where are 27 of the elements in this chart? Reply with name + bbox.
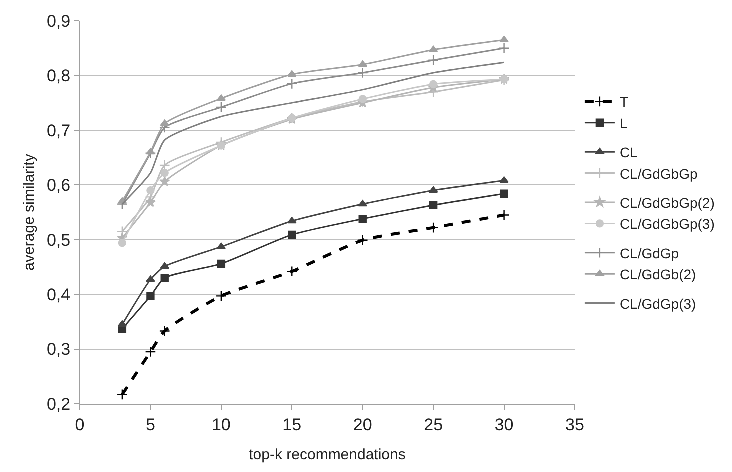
y-tick-label: 0,6 xyxy=(46,176,71,196)
legend-label: T xyxy=(620,94,629,110)
x-tick-label: 20 xyxy=(353,415,372,434)
y-tick-label: 0,8 xyxy=(46,66,71,86)
x-tick-label: 0 xyxy=(75,415,85,434)
x-tick-label: 35 xyxy=(566,415,584,434)
y-tick-label: 0,4 xyxy=(46,286,71,305)
y-tick-label: 0,3 xyxy=(46,340,71,360)
legend-label: CL/GdGbGp(3) xyxy=(620,216,715,232)
y-tick-label: 0,9 xyxy=(46,12,71,31)
y-axis-title: average similarity xyxy=(21,154,38,271)
x-tick-label: 15 xyxy=(282,415,302,434)
x-tick-label: 30 xyxy=(494,415,514,434)
y-tick-label: 0,7 xyxy=(46,121,71,140)
y-tick-label: 0,2 xyxy=(46,394,71,414)
legend-label: CL/GdGbGp(2) xyxy=(620,194,715,211)
legend-label: CL/GdGbGp xyxy=(620,166,698,182)
y-tick-label: 0,5 xyxy=(46,230,71,250)
x-axis-title: top-k recommendations xyxy=(249,446,406,464)
legend-label: CL xyxy=(620,144,638,161)
legend-label: CL/GdGp xyxy=(620,245,680,262)
legend-label: CL/GdGp(3) xyxy=(620,296,696,312)
legend-label: CL/GdGb(2) xyxy=(620,266,696,283)
x-tick-label: 5 xyxy=(146,415,156,434)
x-tick-label: 10 xyxy=(212,415,231,434)
legend-label: L xyxy=(620,115,628,132)
x-tick-label: 25 xyxy=(424,415,444,434)
